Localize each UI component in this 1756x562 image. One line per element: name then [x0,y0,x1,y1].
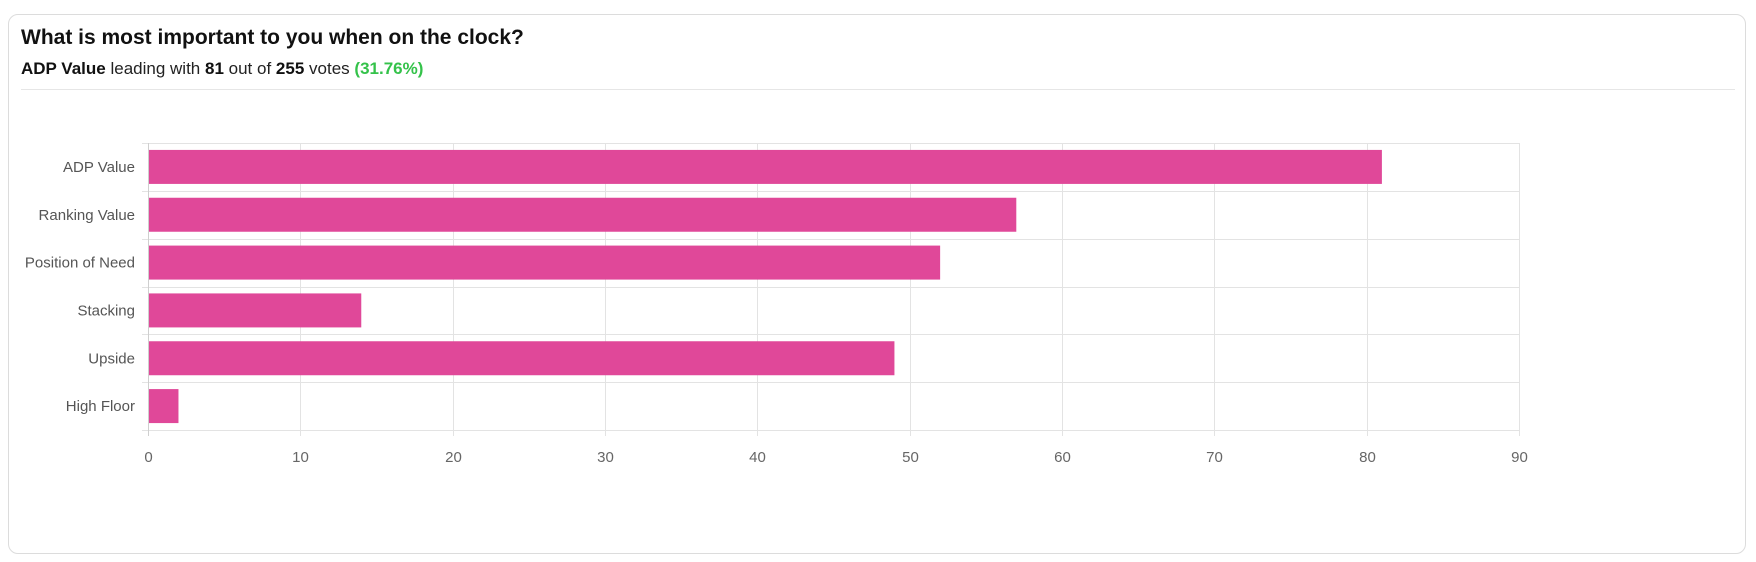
category-label: Ranking Value [39,207,135,224]
poll-summary: ADP Value leading with 81 out of 255 vot… [21,58,1735,80]
bar [149,245,941,280]
leader-name: ADP Value [21,59,106,78]
category-label: High Floor [66,398,135,415]
x-tick-label: 50 [902,449,919,466]
leader-text-2: out of [228,59,272,78]
category-label: Upside [88,350,135,367]
x-tick-label: 70 [1206,449,1223,466]
x-tick-label: 0 [144,449,152,466]
total-votes: 255 [275,59,305,78]
leader-votes: 81 [204,59,224,78]
leader-text-1: leading with [110,59,201,78]
x-tick-label: 90 [1511,449,1528,466]
bar [149,197,1017,232]
bar [149,149,1382,184]
x-tick-label: 80 [1359,449,1376,466]
poll-header: What is most important to you when on th… [21,24,1735,80]
x-tick-label: 20 [445,449,462,466]
poll-title: What is most important to you when on th… [21,26,524,49]
bar [149,293,362,328]
leader-text-3: votes [309,59,350,78]
x-tick-label: 60 [1054,449,1071,466]
header-divider [21,89,1735,90]
category-label: Stacking [77,302,135,319]
category-label: ADP Value [63,159,135,176]
leader-percent: (31.76%) [354,59,424,78]
poll-card [8,14,1746,554]
x-tick-label: 30 [597,449,614,466]
bar [149,389,179,424]
category-label: Position of Need [25,255,135,272]
x-tick-label: 40 [749,449,766,466]
bar [149,341,895,376]
x-tick-label: 10 [292,449,309,466]
